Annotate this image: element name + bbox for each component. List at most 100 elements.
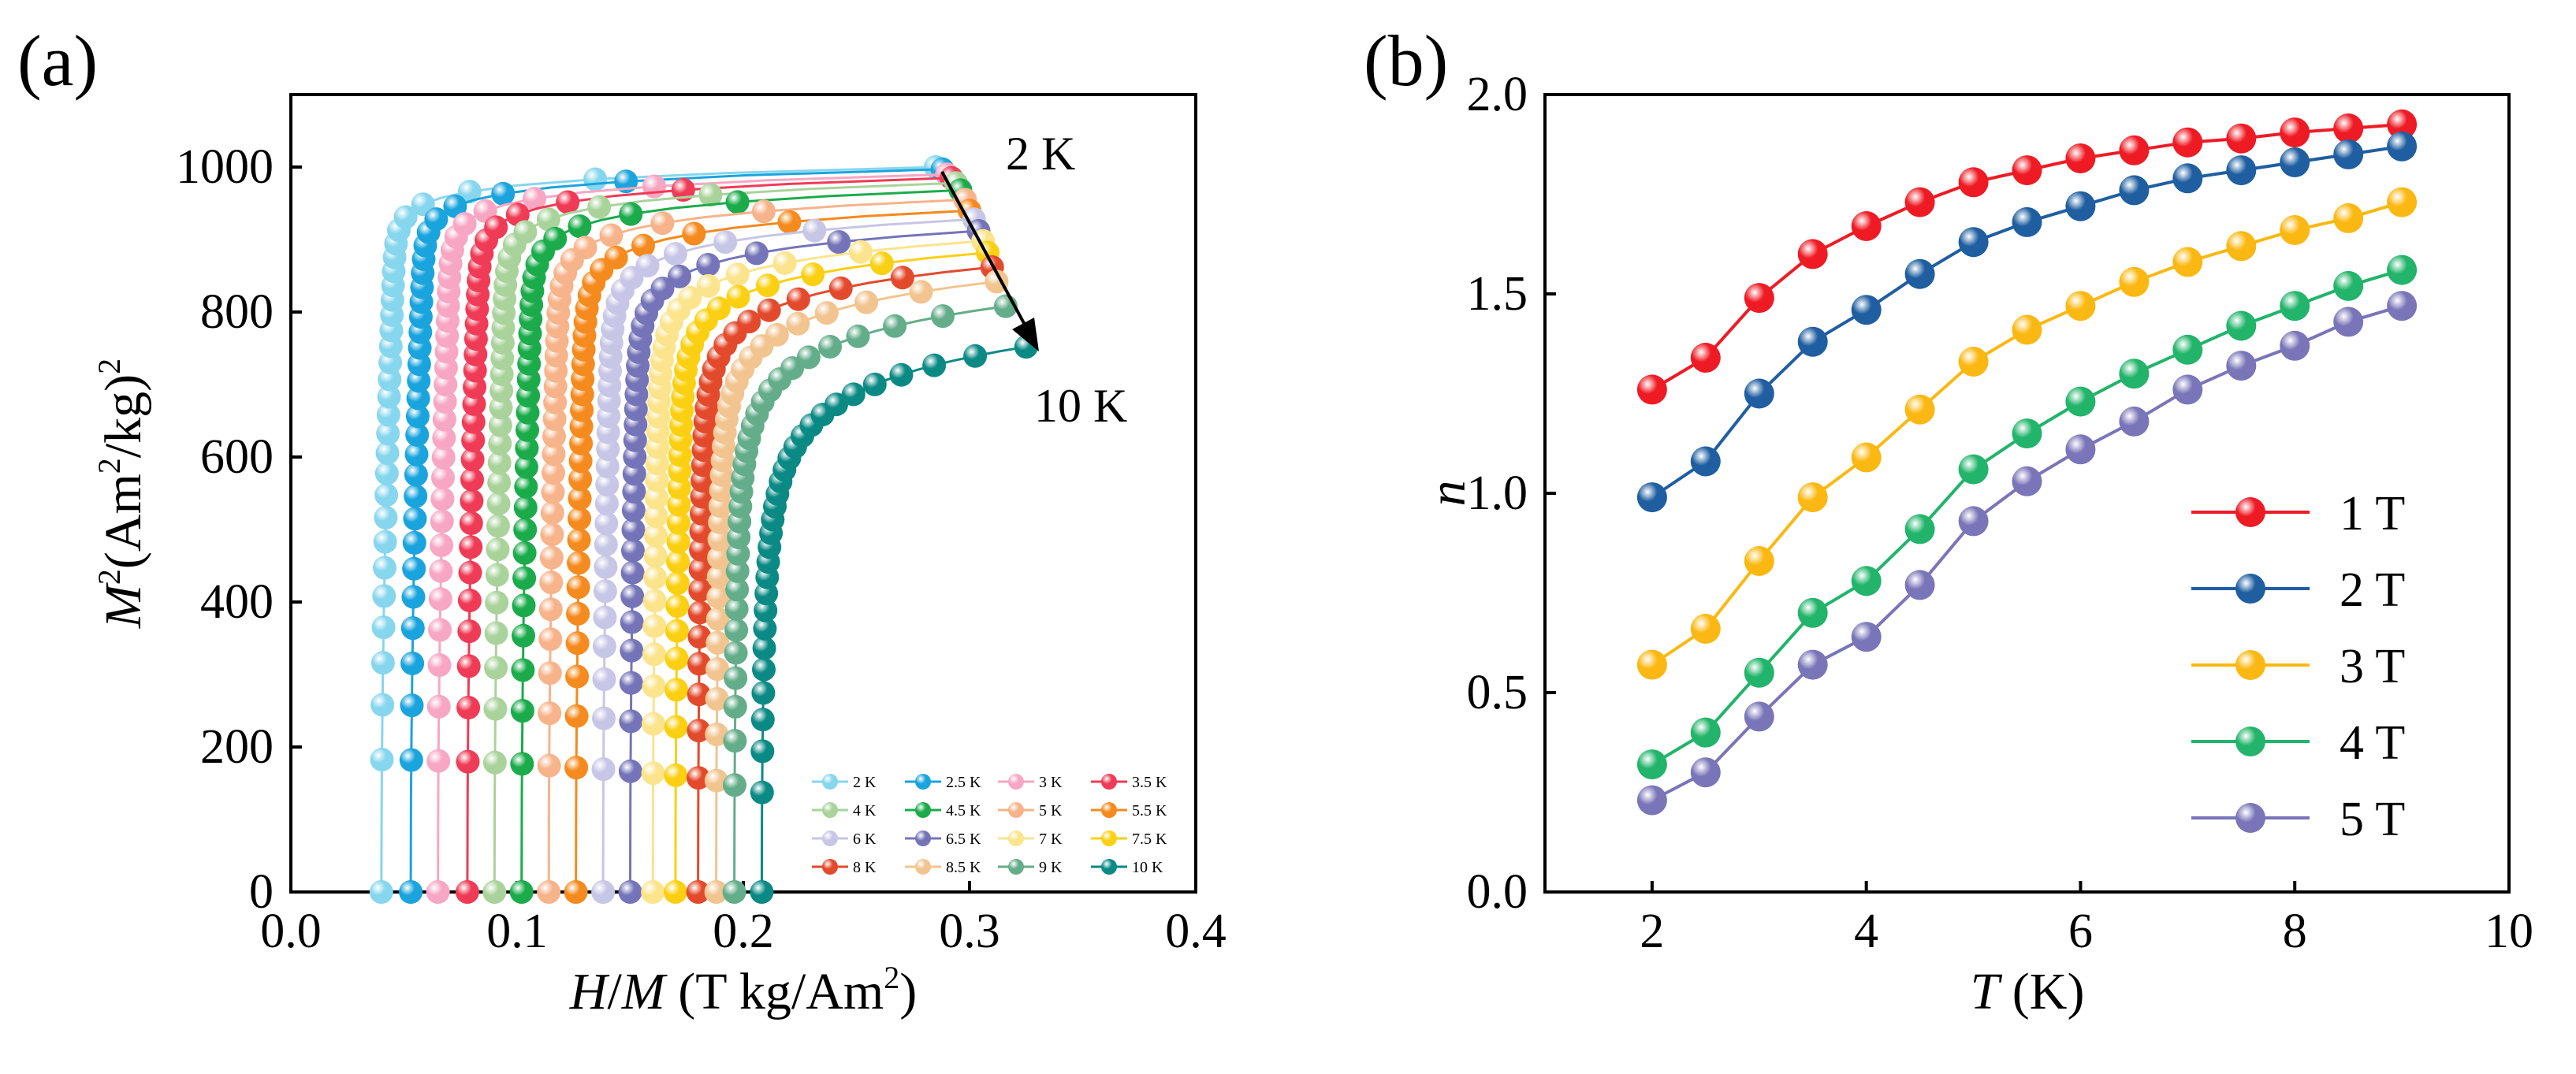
data-point — [592, 634, 616, 659]
data-point — [373, 556, 396, 580]
data-point — [2172, 127, 2203, 158]
data-point — [2172, 247, 2203, 277]
legend-b-label: 5 T — [2340, 793, 2405, 846]
data-point — [665, 571, 690, 595]
data-point — [757, 298, 781, 322]
panel-b-xtick-label: 10 — [2485, 905, 2533, 958]
data-point — [621, 538, 645, 563]
legend-a-label: 9 K — [1039, 859, 1063, 876]
panel-a-ytick-label: 600 — [200, 430, 274, 484]
data-point — [724, 618, 749, 642]
data-point — [621, 518, 646, 542]
data-point — [1636, 749, 1667, 780]
data-point — [666, 530, 691, 554]
data-point — [1690, 446, 1721, 477]
data-point — [595, 455, 620, 478]
legend-a-label: 6.5 K — [946, 831, 981, 848]
data-point — [593, 579, 617, 604]
data-point — [2280, 215, 2310, 245]
panel-a-xlabel: H/M (T kg/Am2) — [569, 960, 917, 1020]
data-point — [756, 273, 780, 298]
data-point — [516, 418, 539, 442]
data-point — [642, 642, 666, 667]
data-point — [725, 578, 750, 602]
data-point — [512, 566, 537, 590]
data-point — [430, 533, 454, 557]
data-point — [488, 431, 512, 455]
panel-b-xticks: 2 4 6 8 10 — [1640, 881, 2533, 958]
data-point — [594, 492, 619, 516]
data-point — [1636, 374, 1667, 405]
data-point — [726, 284, 750, 309]
data-point — [827, 230, 851, 255]
data-point — [537, 880, 561, 904]
legend-b-label: 2 T — [2340, 563, 2405, 617]
data-point — [405, 404, 430, 429]
data-point — [704, 880, 728, 904]
panel-a: (a) 0.0 0.1 0.2 0.3 0.4 0 200 400 600 800 1000 2 … — [17, 20, 1227, 1020]
data-point — [705, 687, 729, 711]
data-point — [1797, 649, 1828, 680]
data-point — [374, 505, 398, 530]
data-point — [2065, 191, 2096, 221]
data-point — [564, 756, 589, 780]
data-point — [402, 530, 426, 555]
data-point — [538, 597, 563, 622]
data-point — [2065, 143, 2096, 173]
data-point — [631, 233, 655, 258]
data-point — [686, 880, 710, 904]
data-point — [2119, 135, 2150, 165]
data-point — [620, 584, 645, 608]
data-point — [1797, 326, 1828, 357]
data-point — [516, 400, 540, 425]
data-point — [370, 651, 395, 675]
legend-a-marker — [915, 774, 931, 790]
panel-a-xticks: 0.0 0.1 0.2 0.3 0.4 — [260, 881, 1227, 958]
data-point — [2172, 374, 2203, 405]
panel-b-xlabel: T (K) — [1971, 963, 2085, 1020]
panel-a-xtick-label: 0.3 — [939, 905, 1000, 958]
data-point — [2012, 314, 2042, 345]
legend-a-marker — [915, 802, 931, 818]
data-point — [687, 625, 712, 649]
data-point — [737, 310, 761, 334]
data-point — [458, 560, 482, 585]
data-point — [593, 605, 617, 630]
data-point — [567, 528, 591, 552]
data-point — [1904, 394, 1935, 425]
data-point — [828, 276, 853, 300]
data-point — [2333, 139, 2364, 169]
data-point — [406, 386, 430, 411]
legend-a-marker — [822, 774, 838, 790]
data-point — [400, 616, 425, 641]
data-point — [543, 226, 568, 251]
data-point — [460, 448, 485, 472]
data-point — [457, 180, 482, 204]
legend-a-marker — [1008, 774, 1024, 790]
data-point — [725, 559, 750, 583]
data-point — [400, 651, 425, 675]
data-point — [619, 671, 643, 695]
data-point — [1797, 239, 1828, 269]
legend-b-label: 4 T — [2340, 716, 2405, 770]
data-point — [399, 880, 423, 904]
data-point — [1958, 454, 1989, 485]
data-point — [643, 544, 668, 568]
data-point — [688, 557, 713, 582]
data-point — [541, 480, 565, 504]
data-point — [510, 752, 534, 776]
data-point — [643, 565, 668, 589]
data-point — [426, 749, 451, 773]
data-point — [687, 766, 710, 790]
data-point — [538, 627, 563, 652]
data-point — [539, 545, 564, 570]
data-point — [542, 461, 565, 485]
data-point — [786, 287, 810, 311]
data-point — [642, 174, 666, 199]
data-point — [621, 498, 646, 522]
legend-a-marker — [1008, 802, 1024, 818]
data-point — [704, 768, 728, 793]
data-point — [862, 372, 887, 396]
panel-b-legend: 1 T 2 T 3 T 4 T 5 T — [2191, 487, 2405, 846]
data-point — [538, 661, 562, 686]
